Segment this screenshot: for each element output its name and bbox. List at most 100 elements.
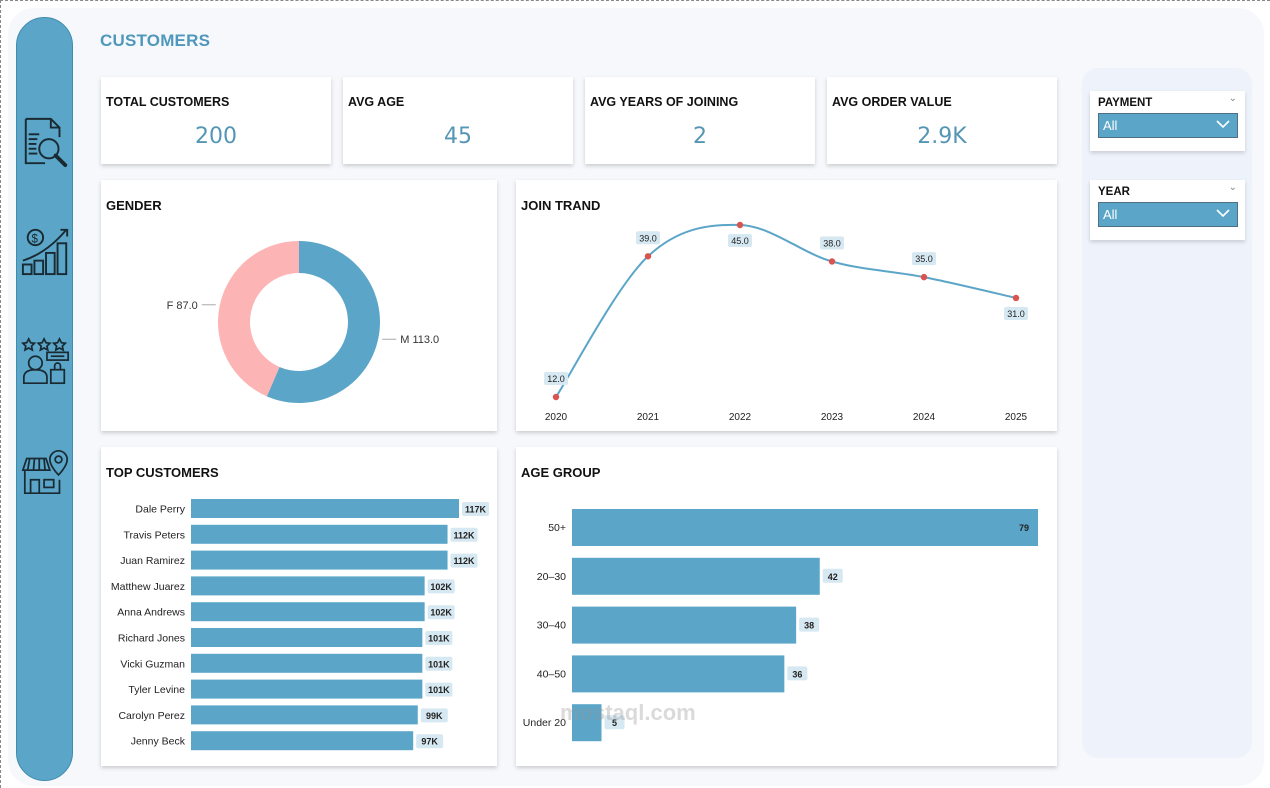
kpi-card-avg-order-value: AVG ORDER VALUE 2.9K <box>827 77 1057 164</box>
data-label: 42 <box>828 572 838 582</box>
chevron-down-icon[interactable]: ⌄ <box>1228 93 1237 104</box>
data-label: 45.0 <box>731 236 749 246</box>
x-tick-label: 2023 <box>821 412 844 423</box>
dropdown-value: All <box>1103 118 1118 133</box>
data-label: 99K <box>426 711 443 721</box>
kpi-label: TOTAL CUSTOMERS <box>106 95 230 109</box>
category-label: Jenny Beck <box>131 736 186 748</box>
data-label-bg <box>425 656 453 671</box>
data-label: 38.0 <box>823 238 841 248</box>
bar <box>191 679 423 699</box>
category-label: Anna Andrews <box>117 607 185 619</box>
data-label-bg <box>1004 306 1028 320</box>
svg-text:$: $ <box>32 233 39 245</box>
dropdown-value: All <box>1103 207 1118 222</box>
bar <box>191 550 448 570</box>
sidebar-item-sales-growth[interactable]: $ <box>19 223 73 279</box>
donut-slice-f <box>218 241 299 397</box>
bar <box>572 557 820 595</box>
data-point <box>644 253 652 260</box>
kpi-value: 2 <box>693 124 707 149</box>
category-label: Dale Perry <box>135 504 185 516</box>
customer-rating-icon <box>21 336 70 385</box>
bar <box>191 602 425 622</box>
kpi-label: AVG YEARS OF JOINING <box>590 95 739 109</box>
sidebar-item-customers[interactable] <box>19 334 73 390</box>
bar <box>572 704 602 742</box>
data-point <box>1012 294 1020 302</box>
category-label: 20–30 <box>537 571 566 583</box>
data-label: 101K <box>428 659 450 669</box>
age-group-chart-card: AGE GROUP 50+ 79 20–30 42 30–40 38 40–50 36 Unde… <box>516 447 1057 766</box>
category-label: Juan Ramirez <box>120 555 185 567</box>
x-tick-label: 2024 <box>913 412 936 423</box>
data-label: 39.0 <box>639 233 657 243</box>
kpi-value: 2.9K <box>917 124 967 149</box>
join-trend-line-chart: 12.0 2020 39.0 2021 45.0 2022 38.0 2023 35.0 2024… <box>544 221 1028 423</box>
data-label: 112K <box>454 530 476 540</box>
bar <box>191 576 425 596</box>
data-label-bg <box>820 236 844 250</box>
join-trend-chart-card: JOIN TRAND 12.0 2020 39.0 2021 45.0 2022 38.0 2… <box>516 180 1057 431</box>
slice-label: M 113.0 <box>400 334 439 346</box>
bar <box>191 705 418 725</box>
data-label-bg <box>822 568 843 583</box>
category-label: 50+ <box>548 522 566 534</box>
data-label: 112K <box>454 556 476 566</box>
category-label: Tyler Levine <box>128 684 185 696</box>
data-label: 101K <box>428 634 450 644</box>
data-label: 36 <box>792 669 802 679</box>
page-title: CUSTOMERS <box>100 31 211 50</box>
category-label: Vicki Guzman <box>120 658 185 670</box>
data-label: 97K <box>421 737 438 747</box>
category-label: Under 20 <box>523 717 566 729</box>
category-label: 30–40 <box>537 620 566 632</box>
data-label-bg <box>420 708 448 723</box>
data-label-bg <box>462 502 489 516</box>
kpi-label: AVG ORDER VALUE <box>832 95 952 109</box>
data-label-bg <box>427 605 455 620</box>
category-label: Travis Peters <box>124 529 185 541</box>
bar <box>191 731 414 751</box>
year-slicer: YEAR ⌄ All <box>1090 180 1245 240</box>
category-label: 40–50 <box>537 668 566 680</box>
bar <box>191 524 448 544</box>
data-label: 5 <box>612 718 617 728</box>
chevron-down-icon[interactable]: ⌄ <box>1228 182 1237 193</box>
data-point <box>828 258 836 265</box>
payment-slicer: PAYMENT ⌄ All <box>1090 91 1245 151</box>
kpi-value: 200 <box>195 124 237 149</box>
report-search-icon <box>24 117 68 168</box>
top-customers-bar-chart: Dale Perry 117K Travis Peters 112K Juan Rami… <box>111 499 489 751</box>
bar <box>191 499 459 518</box>
chart-title: TOP CUSTOMERS <box>106 465 219 480</box>
data-label-bg <box>604 715 625 730</box>
data-label-bg <box>425 631 453 645</box>
sidebar-item-store-location[interactable] <box>19 444 73 500</box>
kpi-card-avg-age: AVG AGE 45 <box>343 77 573 164</box>
x-tick-label: 2022 <box>729 412 752 423</box>
data-label-bg <box>787 666 808 681</box>
data-label: 102K <box>430 608 452 618</box>
data-label-bg <box>636 231 660 245</box>
category-label: Matthew Juarez <box>111 581 185 593</box>
data-label-bg <box>427 579 455 594</box>
slicer-label: YEAR <box>1098 186 1130 198</box>
gender-donut-chart: M 113.0 F 87.0 <box>167 241 439 403</box>
bar <box>191 628 423 647</box>
payment-dropdown[interactable]: All <box>1098 113 1238 138</box>
data-label: 38 <box>804 621 814 631</box>
year-dropdown[interactable]: All <box>1098 202 1238 227</box>
x-tick-label: 2025 <box>1005 412 1028 423</box>
data-label: 102K <box>430 582 452 592</box>
bar <box>572 509 1038 546</box>
slicer-label: PAYMENT <box>1098 97 1153 109</box>
sidebar-item-report-search[interactable] <box>19 114 73 170</box>
x-tick-label: 2020 <box>545 412 568 423</box>
chart-title: JOIN TRAND <box>521 198 601 213</box>
data-point <box>920 273 928 281</box>
bar <box>191 653 423 673</box>
slice-label: F 87.0 <box>167 300 198 312</box>
kpi-card-total-customers: TOTAL CUSTOMERS 200 <box>101 77 331 164</box>
